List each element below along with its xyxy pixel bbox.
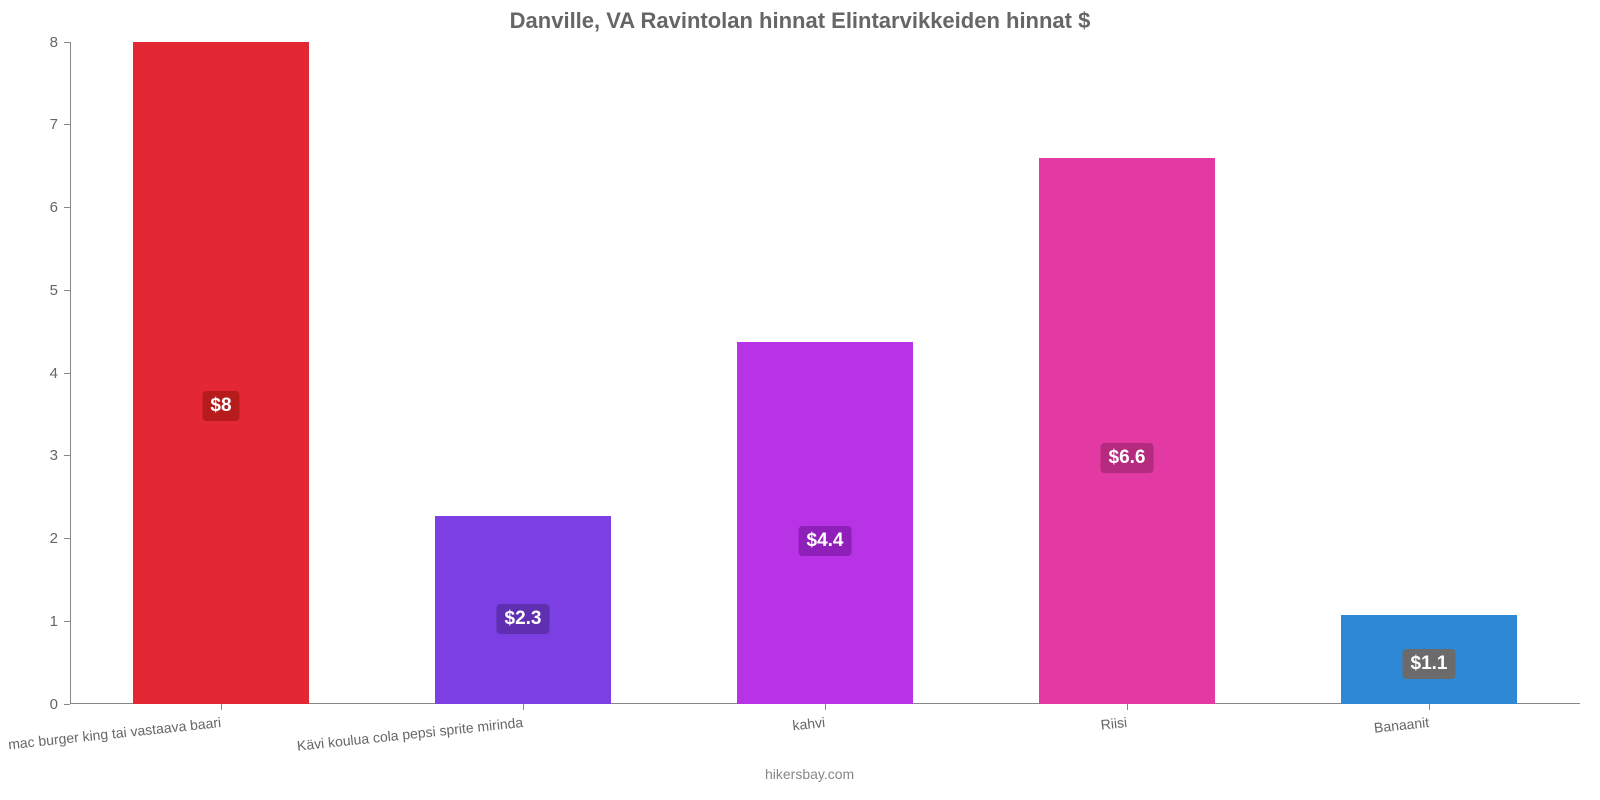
value-badge: $4.4 (799, 526, 852, 556)
x-axis-label: kahvi (792, 714, 826, 733)
x-axis-label: Riisi (1100, 714, 1128, 733)
x-axis-label: mac burger king tai vastaava baari (7, 714, 222, 752)
y-tick (64, 621, 70, 622)
y-tick-label: 2 (18, 530, 58, 547)
y-tick (64, 42, 70, 43)
y-tick-label: 8 (18, 34, 58, 51)
x-tick (825, 704, 826, 710)
chart-title: Danville, VA Ravintolan hinnat Elintarvi… (0, 0, 1600, 34)
credit-text: hikersbay.com (765, 766, 854, 782)
y-tick (64, 704, 70, 705)
chart-container: Danville, VA Ravintolan hinnat Elintarvi… (0, 0, 1600, 800)
value-badge: $6.6 (1101, 443, 1154, 473)
bar (737, 342, 912, 704)
y-tick-label: 7 (18, 116, 58, 133)
x-tick (1429, 704, 1430, 710)
y-tick (64, 538, 70, 539)
y-tick (64, 290, 70, 291)
y-tick (64, 373, 70, 374)
y-tick-label: 1 (18, 613, 58, 630)
y-tick-label: 3 (18, 447, 58, 464)
y-tick-label: 6 (18, 199, 58, 216)
x-tick (221, 704, 222, 710)
plot-area: 012345678$8mac burger king tai vastaava … (70, 42, 1580, 704)
y-tick-label: 0 (18, 696, 58, 713)
y-tick-label: 4 (18, 365, 58, 382)
x-axis-label: Kävi koulua cola pepsi sprite mirinda (296, 714, 524, 754)
value-badge: $8 (202, 391, 239, 421)
x-tick (523, 704, 524, 710)
value-badge: $1.1 (1403, 649, 1456, 679)
y-axis-line (70, 42, 71, 704)
x-axis-label: Banaanit (1373, 714, 1430, 736)
bar (1039, 158, 1214, 704)
value-badge: $2.3 (497, 604, 550, 634)
y-tick-label: 5 (18, 282, 58, 299)
y-tick (64, 207, 70, 208)
y-tick (64, 455, 70, 456)
bar (133, 42, 308, 704)
y-tick (64, 124, 70, 125)
x-tick (1127, 704, 1128, 710)
